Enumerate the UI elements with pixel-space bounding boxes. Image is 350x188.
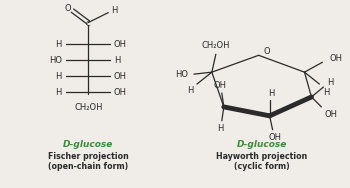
Text: H: H <box>268 89 275 99</box>
Text: OH: OH <box>114 72 127 81</box>
Text: OH: OH <box>268 133 281 142</box>
Text: CH₂OH: CH₂OH <box>202 41 230 50</box>
Text: OH: OH <box>330 54 343 63</box>
Text: (cyclic form): (cyclic form) <box>234 162 289 171</box>
Text: OH: OH <box>213 81 226 89</box>
Text: C: C <box>86 20 91 27</box>
Text: O: O <box>263 47 270 56</box>
Text: H: H <box>111 6 118 15</box>
Text: CH₂OH: CH₂OH <box>74 103 103 112</box>
Text: H: H <box>55 72 62 81</box>
Text: OH: OH <box>325 110 338 119</box>
Text: H: H <box>55 40 62 49</box>
Text: H: H <box>55 88 62 96</box>
Text: HO: HO <box>175 70 188 79</box>
Text: H: H <box>323 88 330 96</box>
Text: O: O <box>64 4 71 13</box>
Text: (open-chain form): (open-chain form) <box>48 162 128 171</box>
Text: HO: HO <box>49 56 62 65</box>
Text: H: H <box>187 86 193 95</box>
Text: H: H <box>217 124 223 133</box>
Text: D-glucose: D-glucose <box>63 140 113 149</box>
Text: Fischer projection: Fischer projection <box>48 152 129 161</box>
Text: OH: OH <box>114 40 127 49</box>
Text: OH: OH <box>114 88 127 96</box>
Text: H: H <box>327 78 334 87</box>
Text: Hayworth projection: Hayworth projection <box>216 152 307 161</box>
Text: D-glucose: D-glucose <box>237 140 287 149</box>
Text: H: H <box>114 56 120 65</box>
